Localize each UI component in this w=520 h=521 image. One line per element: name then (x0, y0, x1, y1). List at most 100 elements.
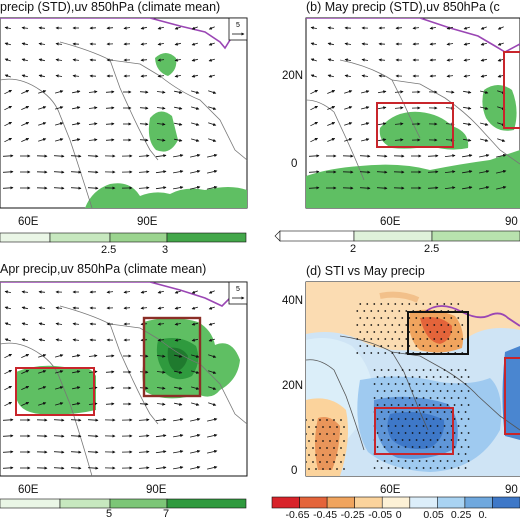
panel-b (306, 18, 520, 208)
y-tick-0: 0 (291, 465, 297, 477)
significance-dot (388, 383, 390, 385)
significance-dot (437, 411, 439, 413)
significance-dot (423, 383, 425, 385)
significance-dot (444, 467, 446, 469)
significance-dot (398, 446, 400, 448)
significance-dot (384, 418, 386, 420)
significance-dot (391, 432, 393, 434)
significance-dot (409, 425, 411, 427)
significance-dot (398, 338, 400, 340)
significance-dot (458, 453, 460, 455)
significance-dot (402, 369, 404, 371)
significance-dot (381, 411, 383, 413)
significance-dot (356, 352, 358, 354)
significance-dot (423, 439, 425, 441)
significance-dot (388, 411, 390, 413)
significance-dot (451, 467, 453, 469)
significance-dot (457, 317, 459, 319)
significance-dot (430, 383, 432, 385)
significance-dot (405, 404, 407, 406)
colorbar-d-segment (327, 497, 355, 508)
significance-dot (377, 324, 379, 326)
x-tick-60e: 60E (18, 216, 38, 228)
significance-dot (391, 352, 393, 354)
significance-dot (359, 303, 361, 305)
significance-dot (363, 338, 365, 340)
significance-dot (422, 331, 424, 333)
significance-dot (426, 432, 428, 434)
significance-dot (429, 317, 431, 319)
significance-dot (402, 425, 404, 427)
significance-dot (326, 433, 328, 435)
significance-dot (430, 425, 432, 427)
significance-dot (363, 310, 365, 312)
significance-dot (340, 461, 342, 463)
significance-dot (366, 317, 368, 319)
significance-dot (370, 324, 372, 326)
significance-dot (422, 317, 424, 319)
significance-dot (450, 331, 452, 333)
significance-dot (401, 317, 403, 319)
significance-dot (401, 331, 403, 333)
significance-dot (398, 390, 400, 392)
colorbar-a-tick: 3 (162, 244, 168, 256)
significance-dot (437, 369, 439, 371)
significance-dot (329, 454, 331, 456)
significance-dot (461, 432, 463, 434)
x-tick-90e: 90E (137, 216, 157, 228)
significance-dot (388, 439, 390, 441)
significance-dot (333, 461, 335, 463)
significance-dot (384, 352, 386, 354)
significance-dot (366, 345, 368, 347)
significance-dot (356, 310, 358, 312)
colorbar-b (275, 231, 520, 241)
significance-dot (384, 390, 386, 392)
significance-dot (391, 376, 393, 378)
colorbar-d-segment (355, 497, 383, 508)
significance-dot (461, 460, 463, 462)
significance-dot (401, 345, 403, 347)
reference-vector-label: 5 (236, 286, 240, 293)
significance-dot (315, 440, 317, 442)
colorbar-d-segment (492, 497, 520, 508)
significance-dot (468, 418, 470, 420)
significance-dot (426, 460, 428, 462)
x-tick-60e: 60E (18, 484, 38, 496)
significance-dot (398, 418, 400, 420)
significance-dot (402, 383, 404, 385)
colorbar-d-tick: -0.05 (368, 509, 392, 521)
colorbar-a (0, 233, 246, 242)
significance-dot (461, 418, 463, 420)
significance-dot (340, 419, 342, 421)
significance-dot (356, 338, 358, 340)
significance-dot (395, 439, 397, 441)
significance-dot (387, 345, 389, 347)
significance-dot (415, 345, 417, 347)
significance-dot (451, 383, 453, 385)
significance-dot (391, 446, 393, 448)
colorbar-d-segment (272, 497, 300, 508)
significance-dot (366, 303, 368, 305)
colorbar-a-tick: 2.5 (101, 244, 116, 256)
colorbar-d-segment (437, 497, 465, 508)
significance-dot (401, 303, 403, 305)
significance-dot (423, 369, 425, 371)
significance-dot (370, 338, 372, 340)
significance-dot (412, 418, 414, 420)
x-tick-60e: 60E (380, 484, 400, 496)
significance-dot (387, 303, 389, 305)
significance-dot (308, 440, 310, 442)
significance-dot (430, 439, 432, 441)
significance-dot (398, 352, 400, 354)
significance-dot (461, 390, 463, 392)
significance-dot (430, 411, 432, 413)
significance-dot (305, 433, 307, 435)
significance-dot (416, 411, 418, 413)
significance-dot (336, 440, 338, 442)
significance-dot (409, 439, 411, 441)
significance-dot (381, 425, 383, 427)
significance-dot (305, 447, 307, 449)
significance-dot (381, 369, 383, 371)
significance-dot (436, 303, 438, 305)
significance-dot (450, 303, 452, 305)
